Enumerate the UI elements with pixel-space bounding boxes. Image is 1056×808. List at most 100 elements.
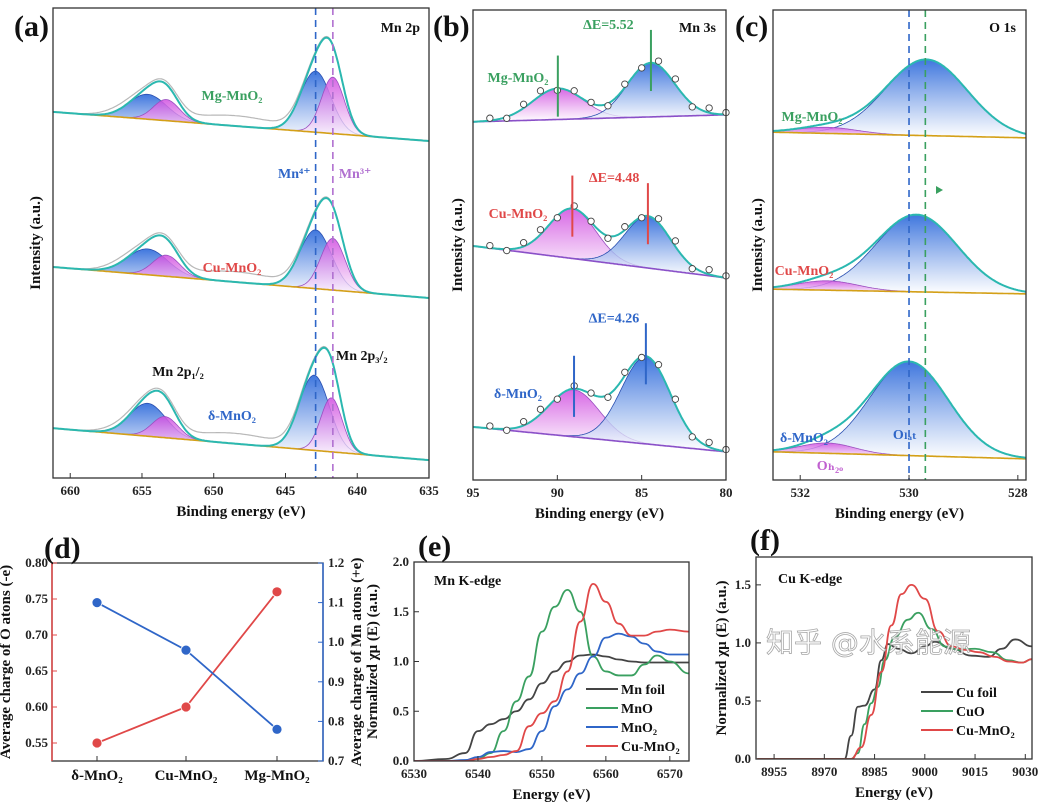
data-point — [587, 98, 595, 107]
series-line-Mn foil — [414, 653, 689, 761]
xas-x-tick-label: 8985 — [862, 764, 889, 779]
panel-c-x-tick-label: 528 — [1008, 485, 1028, 500]
panel-a-title: Mn 2p — [381, 21, 421, 36]
xas-y-axis-title: Normalized χμ (E) (a.u.) — [365, 584, 381, 739]
spectrum-Mg-MnO₂ — [472, 57, 730, 123]
edge-title: Cu K-edge — [778, 572, 842, 587]
spectrum-Cu-MnO₂ — [52, 196, 430, 299]
fit-component-Mn3+ — [52, 99, 430, 142]
left-series-marker — [271, 586, 283, 598]
sample-label: Mg-MnO₂ — [782, 110, 843, 125]
xas-x-tick-label: 6560 — [593, 766, 619, 781]
data-point — [519, 418, 528, 426]
right-series-marker — [91, 597, 103, 608]
right-series-marker — [271, 723, 283, 735]
fit-component-1 — [472, 356, 727, 453]
data-point — [519, 100, 528, 108]
data-point — [671, 75, 680, 83]
xas-x-tick-label: 8970 — [811, 764, 837, 779]
xas-x-tick-label: 6540 — [465, 766, 491, 781]
delta-e-label: ΔE=5.52 — [583, 18, 634, 33]
data-point — [503, 426, 511, 434]
data-point — [621, 223, 629, 231]
xas-y-tick-label: 0.5 — [735, 693, 752, 708]
mn3-label: Mn³⁺ — [339, 167, 372, 182]
xas-y-tick-label: 2.0 — [393, 554, 409, 569]
left-series-line — [96, 591, 278, 744]
sample-label: δ-MnO₂ — [494, 387, 542, 402]
data-point — [621, 80, 629, 88]
left-y-tick-label: 0.55 — [25, 735, 48, 750]
data-point — [486, 114, 494, 122]
data-point — [587, 217, 595, 225]
spectrum-Mg-MnO₂ — [52, 35, 430, 142]
right-series-marker — [180, 644, 192, 656]
right-y-tick-label: 1.0 — [328, 634, 344, 649]
sample-label: Cu-MnO₂ — [775, 264, 834, 279]
data-point — [486, 241, 494, 250]
background-line — [472, 245, 727, 279]
data-point — [621, 368, 629, 376]
xas-y-tick-label: 1.0 — [735, 635, 751, 650]
data-point — [604, 102, 612, 110]
sample-label: Cu-MnO₂ — [203, 261, 262, 276]
data-point — [654, 361, 663, 369]
spectrum-Cu-MnO₂ — [472, 202, 730, 280]
xas-y-tick-label: 1.5 — [393, 604, 410, 619]
sample-label: Cu-MnO₂ — [489, 207, 548, 222]
mn4-label: Mn⁴⁺ — [278, 167, 311, 182]
o-h2o-label: Oₕ₂ₒ — [817, 459, 843, 474]
data-point — [536, 226, 545, 234]
series-line-Cu-MnO₂ — [757, 583, 1032, 759]
delta-e-label: ΔE=4.48 — [589, 171, 640, 186]
spectrum-δ-MnO₂ — [472, 353, 730, 454]
panel-c-plot-frame — [772, 9, 1027, 481]
panel-b-x-tick-label: 90 — [551, 485, 564, 500]
panel-a-plot-frame — [52, 7, 430, 479]
sample-label: δ-MnO₂ — [208, 409, 256, 424]
data-point — [705, 104, 713, 112]
spectrum-Cu-MnO₂ — [772, 213, 1027, 295]
xas-x-tick-label: 6550 — [529, 766, 555, 781]
left-y-tick-label: 0.70 — [25, 627, 48, 642]
data-point — [705, 266, 713, 274]
data-point — [503, 246, 511, 255]
xas-x-tick-label: 9000 — [912, 764, 938, 779]
panel-d-plot-frame — [51, 562, 324, 762]
data-point — [604, 234, 612, 242]
data-point — [553, 395, 561, 403]
data-point — [638, 64, 646, 72]
data-point — [604, 393, 612, 401]
panel-f-plot-frame — [755, 556, 1033, 760]
panel-b-plot-frame — [472, 9, 727, 481]
background-line — [472, 426, 727, 453]
panel-c-title: O 1s — [989, 21, 1016, 36]
panel-a-x-axis-title: Binding energy (eV) — [176, 504, 305, 520]
category-label: Mg-MnO₂ — [244, 768, 310, 784]
right-y-tick-label: 0.8 — [328, 713, 345, 728]
right-y-tick-label: 0.9 — [328, 674, 345, 689]
plot-background — [414, 562, 689, 761]
data-point — [688, 265, 696, 273]
legend-label: CuO — [956, 705, 985, 720]
panel-b-x-axis-title: Binding energy (eV) — [535, 506, 664, 522]
right-y-tick-label: 0.7 — [328, 753, 345, 768]
xas-y-tick-label: 1.5 — [735, 577, 752, 592]
data-point — [671, 237, 680, 245]
panel-b-x-tick-label: 95 — [467, 485, 481, 500]
xas-x-tick-label: 6570 — [657, 766, 683, 781]
left-y-tick-label: 0.75 — [25, 591, 48, 606]
xas-x-axis-title: Energy (eV) — [513, 787, 591, 803]
data-point — [705, 438, 713, 447]
category-label: Cu-MnO₂ — [155, 768, 218, 784]
panel-c-x-axis-title: Binding energy (eV) — [835, 506, 964, 522]
left-series-marker — [180, 701, 192, 713]
panel-f-letter: (f) — [750, 524, 780, 557]
envelope-fit-line — [772, 360, 1027, 459]
o-lattice-label: Oₗₐₜ — [893, 428, 917, 443]
series-line-Cu-MnO₂ — [414, 582, 689, 761]
xas-x-axis-title: Energy (eV) — [855, 785, 933, 801]
legend-label: Cu foil — [956, 686, 997, 701]
panel-a-x-tick-label: 655 — [132, 483, 152, 498]
